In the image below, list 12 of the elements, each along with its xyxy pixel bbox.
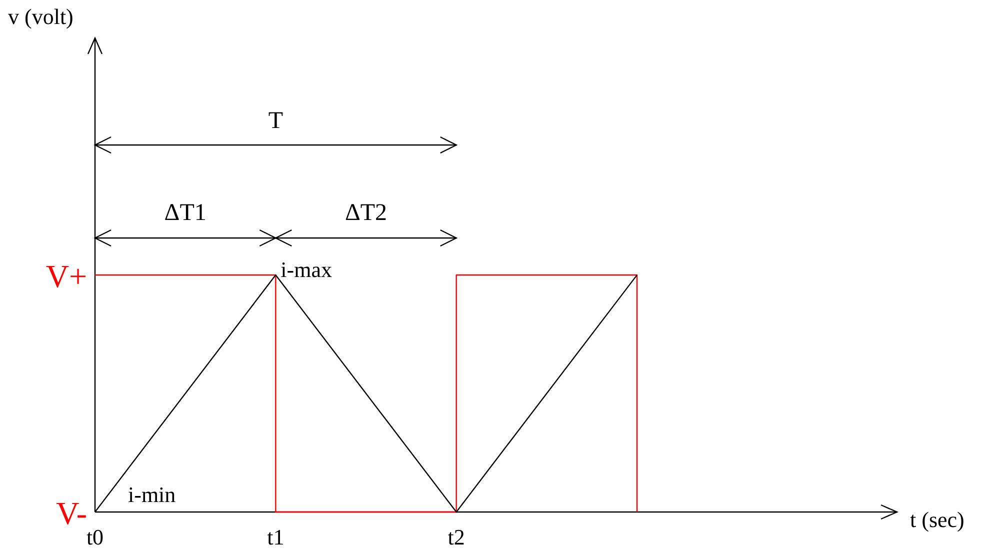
x-tick-label: t0 xyxy=(86,524,104,550)
annotation: V+ xyxy=(46,258,87,294)
text: ΔT1 xyxy=(164,200,206,226)
annotation: i-min xyxy=(128,482,176,507)
x-tick-label: t2 xyxy=(448,524,465,550)
annotation: V- xyxy=(56,495,87,531)
text: ΔT2 xyxy=(344,200,388,226)
annotation: i-max xyxy=(280,257,332,282)
text: t (sec) xyxy=(910,507,964,532)
text: v (volt) xyxy=(8,4,74,29)
text: T xyxy=(268,108,284,134)
x-tick-label: t1 xyxy=(267,524,284,550)
